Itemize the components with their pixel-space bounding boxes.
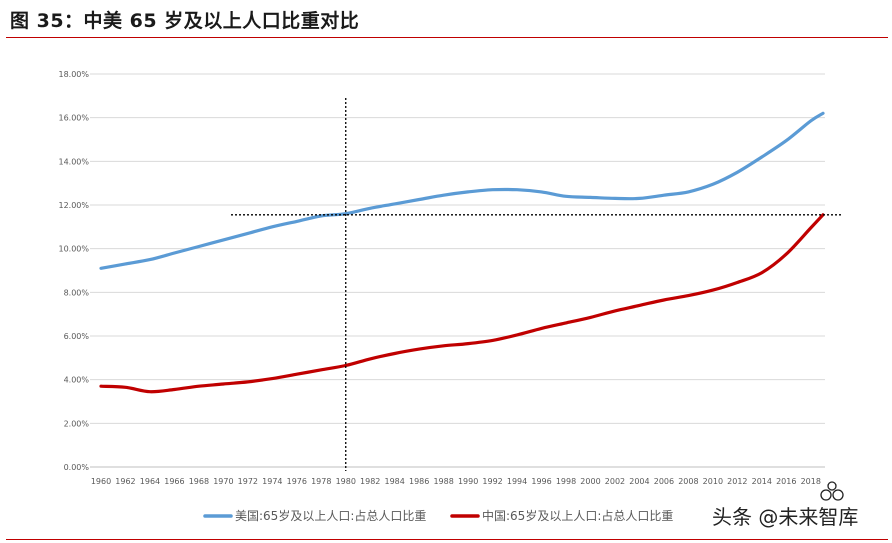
x-tick-label: 1996: [531, 477, 551, 486]
x-tick-label: 1982: [360, 477, 380, 486]
x-tick-label: 1974: [262, 477, 282, 486]
x-tick-label: 2018: [801, 477, 821, 486]
y-tick-label: 2.00%: [64, 419, 90, 428]
watermark-text: 头条 @未来智库: [712, 505, 858, 529]
x-tick-label: 2004: [629, 477, 649, 486]
x-tick-label: 2000: [580, 477, 600, 486]
y-axis: 0.00% 2.00% 4.00% 6.00% 8.00% 10.00% 12.00% 14.…: [58, 70, 89, 472]
figure-title: 图 35：中美 65 岁及以上人口比重对比: [10, 10, 360, 32]
y-tick-label: 16.00%: [58, 114, 89, 123]
x-tick-label: 2002: [605, 477, 625, 486]
grid-lines: [90, 73, 825, 468]
watermark: 头条 @未来智库: [712, 481, 858, 529]
x-tick-label: 1968: [189, 477, 209, 486]
x-tick-label: 1988: [433, 477, 453, 486]
y-tick-label: 4.00%: [64, 376, 90, 385]
x-tick-label: 1980: [336, 477, 356, 486]
y-tick-label: 18.00%: [58, 70, 89, 79]
x-tick-label: 1976: [287, 477, 307, 486]
x-tick-label: 1962: [115, 477, 135, 486]
x-tick-label: 2010: [703, 477, 723, 486]
x-tick-label: 1970: [213, 477, 233, 486]
series-line-china: [99, 213, 825, 394]
y-tick-label: 0.00%: [64, 463, 90, 472]
top-rule: [6, 37, 888, 38]
x-tick-label: 2006: [654, 477, 674, 486]
x-tick-label: 2016: [776, 477, 796, 486]
x-tick-label: 1990: [458, 477, 478, 486]
legend-label-usa: 美国:65岁及以上人口:占总人口比重: [235, 508, 426, 523]
series-lines: [99, 111, 825, 394]
x-tick-label: 1960: [91, 477, 111, 486]
x-tick-label: 1984: [385, 477, 405, 486]
bottom-rule: [6, 539, 888, 540]
y-tick-label: 12.00%: [58, 201, 89, 210]
x-tick-label: 2012: [727, 477, 747, 486]
x-tick-label: 1994: [507, 477, 527, 486]
y-tick-label: 14.00%: [58, 157, 89, 166]
x-tick-label: 1966: [164, 477, 184, 486]
series-line-usa: [99, 111, 825, 270]
legend: 美国:65岁及以上人口:占总人口比重 中国:65岁及以上人口:占总人口比重: [203, 508, 673, 523]
x-tick-label: 1998: [556, 477, 576, 486]
x-tick-label: 2008: [678, 477, 698, 486]
x-tick-label: 1964: [140, 477, 160, 486]
y-tick-label: 6.00%: [64, 332, 90, 341]
x-tick-label: 2014: [752, 477, 772, 486]
reference-lines: [231, 98, 842, 471]
x-tick-label: 1986: [409, 477, 429, 486]
legend-label-china: 中国:65岁及以上人口:占总人口比重: [482, 508, 673, 523]
y-tick-label: 8.00%: [64, 288, 90, 297]
y-tick-label: 10.00%: [58, 245, 89, 254]
x-tick-label: 1992: [482, 477, 502, 486]
x-tick-label: 1972: [238, 477, 258, 486]
x-axis: 1960 1962 1964 1966 1968 1970 1972 1974 1976 1978…: [91, 477, 821, 486]
watermark-logo-icon: [820, 481, 844, 501]
x-tick-label: 1978: [311, 477, 331, 486]
